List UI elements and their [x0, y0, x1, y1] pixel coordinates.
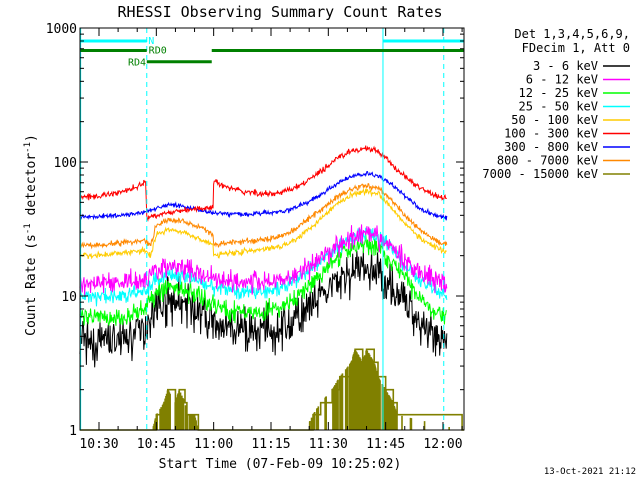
x-tick-label-12:00: 12:00 [423, 437, 462, 452]
legend-label-7000-15000kev: 7000 - 15000 keV [482, 167, 598, 181]
legend-label-50-100kev: 50 - 100 keV [511, 113, 598, 127]
x-tick-label-11:30: 11:30 [309, 437, 348, 452]
legend-label-800-7000kev: 800 - 7000 keV [497, 154, 598, 168]
series-line-6-12kev [79, 224, 448, 296]
series-line-12-25kev [79, 233, 447, 327]
legend-label-300-800kev: 300 - 800 keV [504, 140, 598, 154]
ticks-layer: 10:30 10:45 11:00 11:15 11:30 11:45 12:00 1 10 10… [46, 22, 464, 452]
mode-label-rd0: RD0 [149, 45, 167, 56]
legend-label-6-12kev: 6 - 12 keV [526, 73, 598, 87]
legend-label-12-25kev: 12 - 25 keV [519, 86, 598, 100]
x-tick-label-11:15: 11:15 [251, 437, 290, 452]
plot-frame [79, 27, 465, 431]
x-tick-label-10:45: 10:45 [137, 437, 176, 452]
series-line-50-100kev [79, 187, 447, 260]
series-line-7000-15000kev [79, 348, 464, 431]
series-line-100-300kev [79, 145, 448, 222]
series-line-25-50kev [79, 227, 448, 307]
legend-header-line-1: Det 1,3,4,5,6,9, [514, 27, 630, 41]
y-tick-label-1000: 1000 [46, 22, 77, 37]
x-tick-label-11:00: 11:00 [194, 437, 233, 452]
y-tick-label-1: 1 [69, 424, 77, 439]
legend-label-3-6kev: 3 - 6 keV [533, 59, 598, 73]
y-axis-label: Count Rate (s-1 detector-1) [23, 134, 39, 336]
legend-label-100-300kev: 100 - 300 keV [504, 127, 598, 141]
mode-label-rd4: RD4 [128, 58, 146, 69]
x-tick-label-11:45: 11:45 [366, 437, 405, 452]
x-tick-label-10:30: 10:30 [79, 437, 118, 452]
x-axis-label: Start Time (07-Feb-09 10:25:02) [159, 457, 402, 472]
series-line-300-800kev [79, 170, 448, 221]
series-line-800-7000kev [79, 183, 448, 250]
series-layer [79, 145, 464, 431]
y-tick-label-100: 100 [54, 156, 77, 171]
legend-label-25-50kev: 25 - 50 keV [519, 100, 598, 114]
legend: Det 1,3,4,5,6,9, FDecim 1, Att 0 3 - 6 k… [482, 27, 630, 181]
generation-timestamp: 13-Oct-2021 21:12 [544, 467, 636, 477]
legend-header-line-2: FDecim 1, Att 0 [522, 41, 630, 55]
series-line-3-6kev [79, 249, 448, 368]
mode-label-n: N [148, 36, 154, 47]
chart-title: RHESSI Observing Summary Count Rates [117, 3, 442, 21]
y-tick-label-10: 10 [61, 290, 77, 305]
